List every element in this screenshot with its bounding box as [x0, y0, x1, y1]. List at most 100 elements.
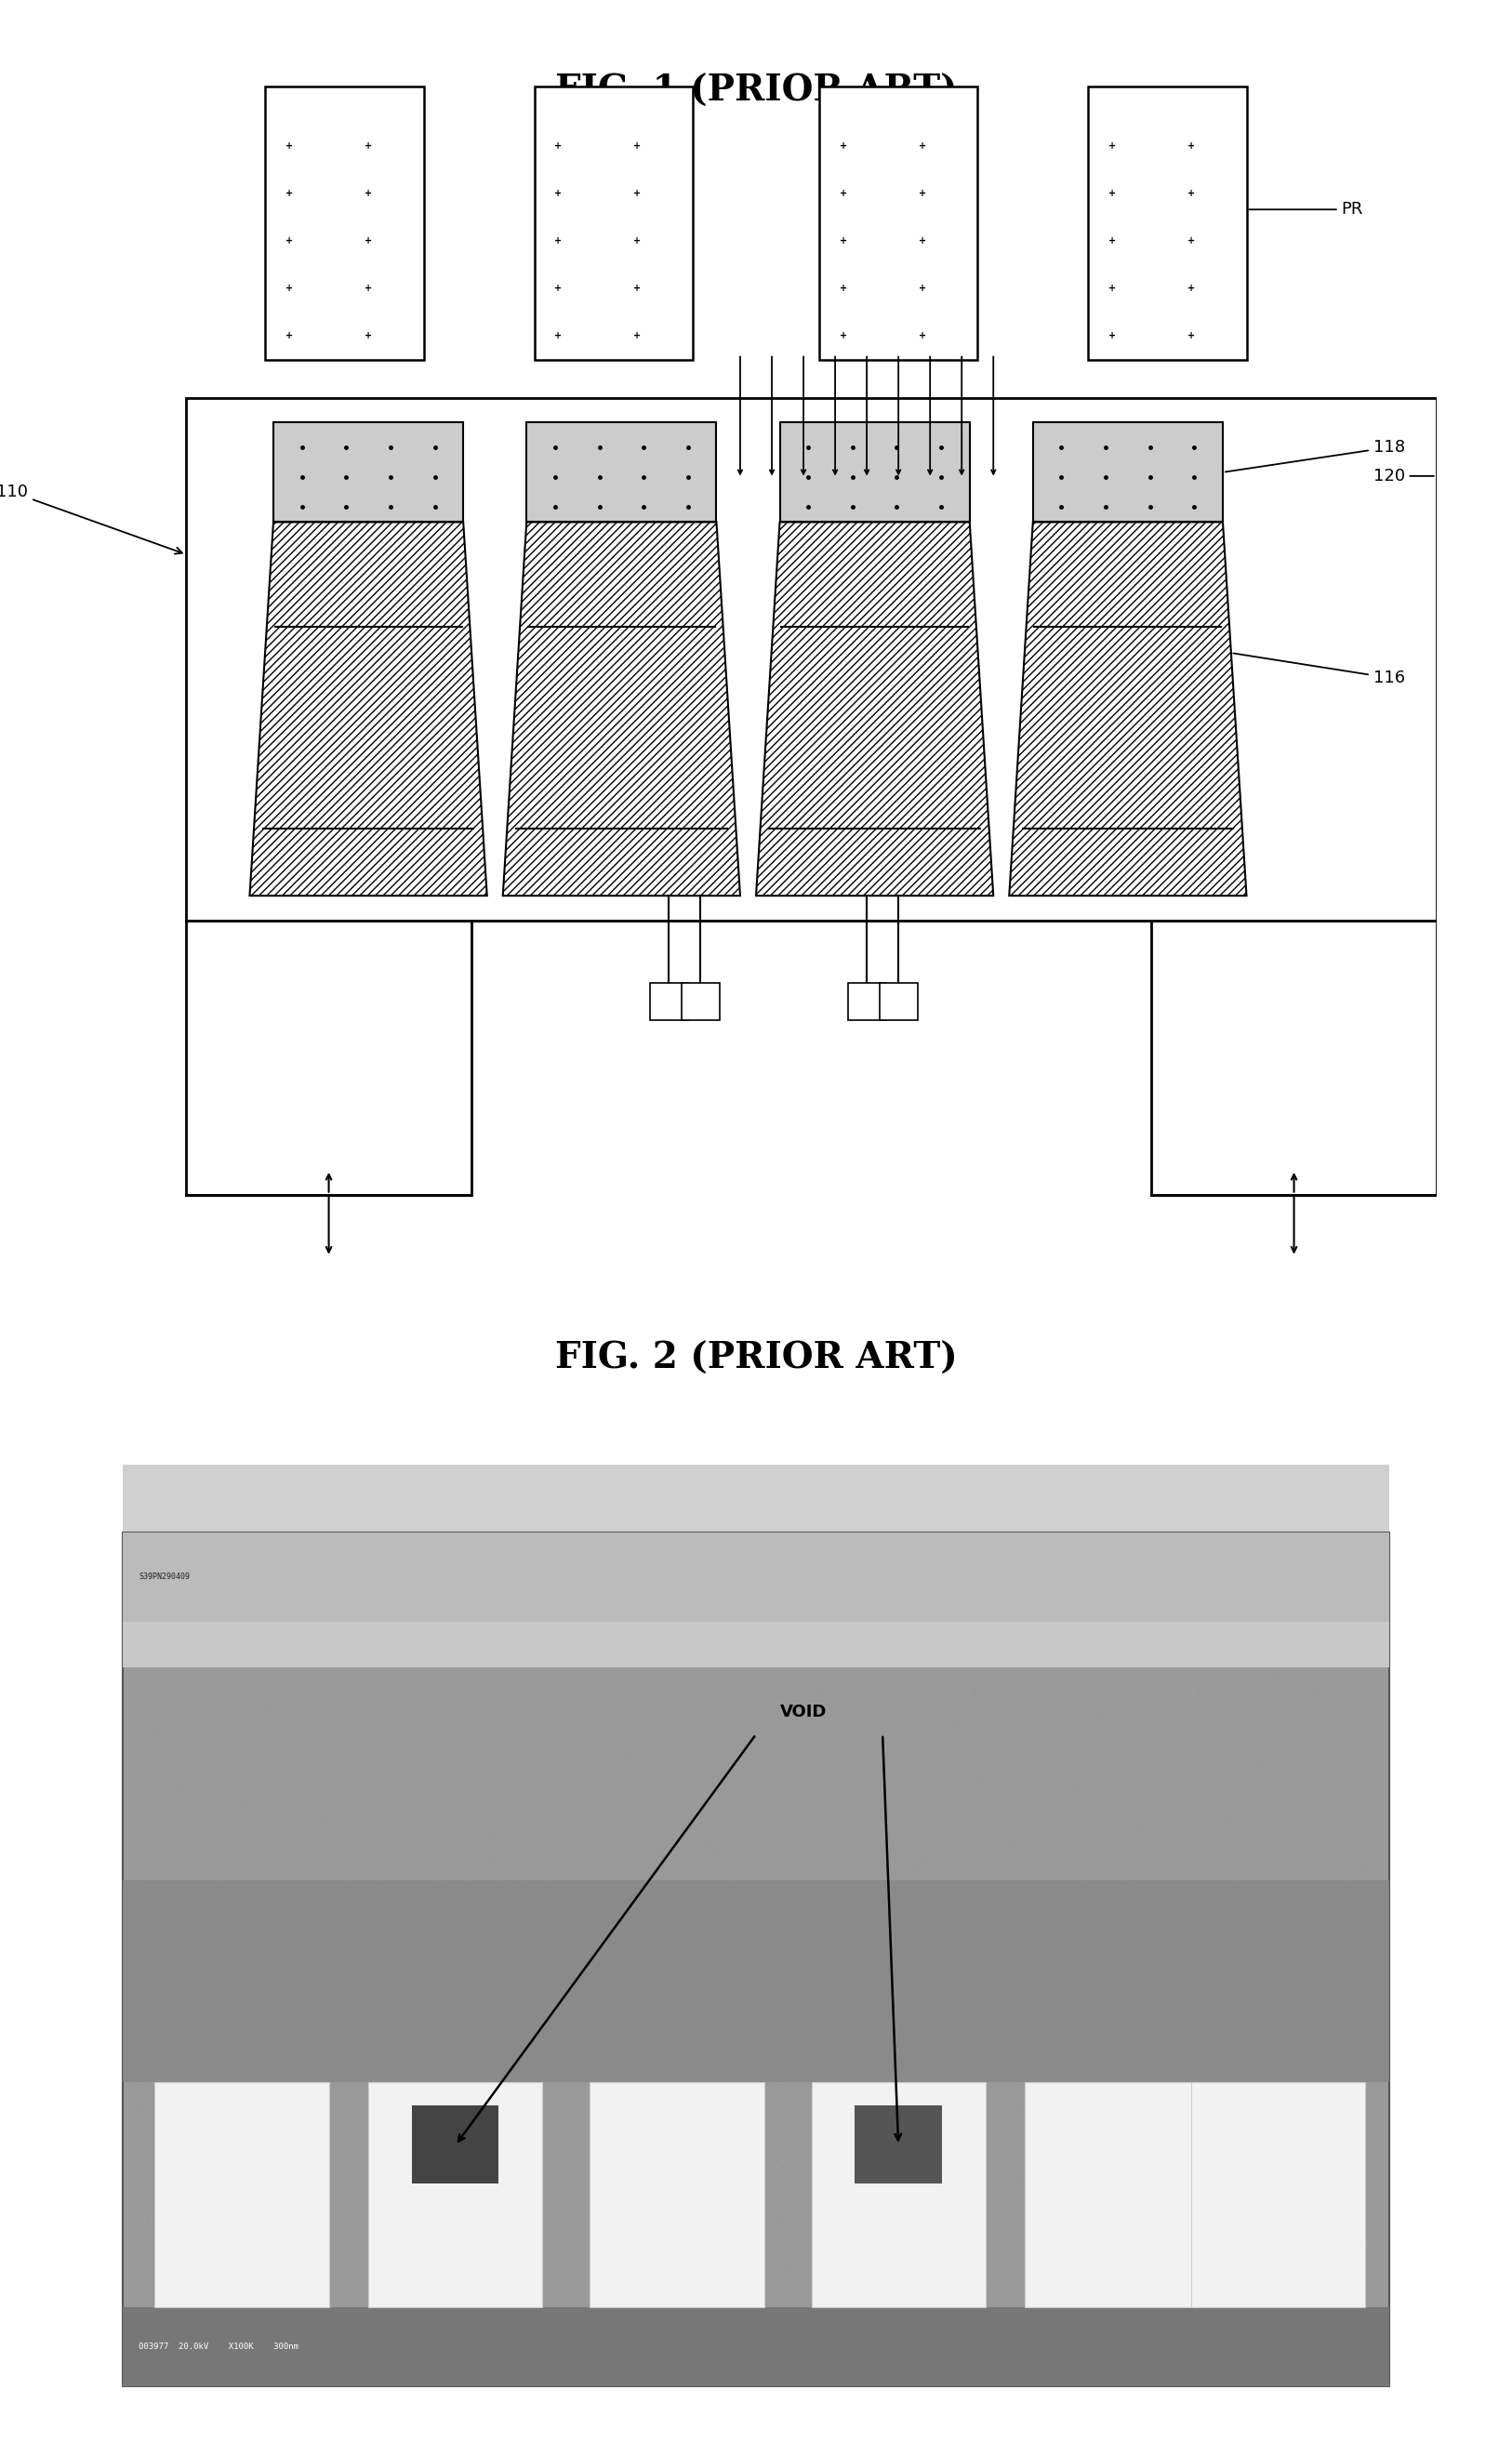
Point: [706, 1834, 730, 1873]
Point: [1104, 2173, 1128, 2212]
Point: [1193, 1778, 1217, 1817]
Point: [912, 2007, 936, 2046]
Point: [1284, 1824, 1308, 1863]
Point: [183, 1604, 207, 1643]
Point: [833, 2083, 857, 2122]
Point: [974, 1873, 998, 1912]
Point: [1043, 2081, 1067, 2120]
Point: [284, 2012, 308, 2051]
Text: +: +: [918, 237, 925, 244]
Point: [662, 1636, 686, 1675]
Point: [544, 1758, 569, 1797]
Point: [147, 1714, 171, 1753]
Point: [962, 1643, 986, 1683]
Point: [253, 1934, 277, 1973]
Point: [885, 1629, 909, 1668]
Point: [854, 1619, 878, 1658]
Point: [720, 2220, 744, 2259]
Point: [1216, 1954, 1240, 1993]
Point: [547, 1863, 572, 1902]
Point: [181, 1937, 206, 1976]
Point: [245, 1726, 269, 1766]
Point: [135, 2010, 159, 2049]
Point: [1275, 2208, 1299, 2247]
Point: [770, 1824, 794, 1863]
Point: [662, 2190, 686, 2230]
Point: [215, 2044, 239, 2083]
Point: [1300, 2161, 1325, 2200]
Point: [355, 1766, 380, 1805]
Point: [1102, 2005, 1126, 2044]
Point: [1176, 1636, 1201, 1675]
Point: [330, 1910, 354, 1949]
Point: [1332, 1932, 1356, 1971]
Point: [367, 1863, 392, 1902]
Point: [776, 2264, 800, 2303]
Point: [959, 2039, 983, 2078]
Point: [513, 1778, 537, 1817]
Point: [736, 1853, 761, 1893]
Point: [665, 1885, 689, 1924]
Point: [151, 1763, 175, 1802]
Point: [1337, 1705, 1361, 1744]
Point: [125, 1822, 150, 1861]
Point: [121, 2151, 145, 2190]
Point: [283, 1844, 307, 1883]
Point: [370, 1890, 395, 1929]
Bar: [122, 1531, 1390, 2386]
Point: [584, 1634, 608, 1673]
Point: [785, 2215, 809, 2254]
Text: +: +: [918, 142, 925, 151]
Point: [311, 2027, 336, 2066]
Point: [717, 1585, 741, 1624]
Point: [124, 1861, 148, 1900]
Point: [1266, 2139, 1290, 2178]
Bar: [534, 85, 692, 359]
Point: [924, 2024, 948, 2063]
Text: +: +: [839, 188, 847, 198]
Point: [747, 1658, 771, 1697]
Point: [689, 1827, 714, 1866]
Point: [475, 2259, 499, 2298]
Point: [748, 1629, 773, 1668]
Point: [881, 1800, 906, 1839]
Point: [321, 1875, 345, 1915]
Text: +: +: [1187, 330, 1194, 339]
Point: [475, 2107, 499, 2147]
Point: [236, 2120, 260, 2159]
Point: [324, 2168, 348, 2208]
Point: [1061, 1665, 1086, 1705]
Point: [1278, 2076, 1302, 2115]
Point: [682, 2154, 706, 2193]
Point: [162, 2222, 186, 2261]
Point: [445, 1949, 469, 1988]
Point: [517, 2173, 541, 2212]
Point: [842, 2093, 866, 2132]
Point: [1356, 1792, 1380, 1832]
Point: [514, 1587, 538, 1626]
Point: [706, 1639, 730, 1678]
Point: [1317, 1653, 1341, 1692]
Point: [1114, 1805, 1139, 1844]
Point: [804, 2002, 829, 2042]
Point: [606, 1546, 631, 1585]
Point: [732, 2208, 756, 2247]
Point: [280, 1646, 304, 1685]
Point: [909, 1883, 933, 1922]
Point: [1004, 1951, 1028, 1990]
Point: [1099, 1797, 1123, 1836]
Point: [676, 2017, 700, 2056]
Point: [438, 2166, 463, 2205]
Point: [667, 1841, 691, 1880]
Point: [274, 2278, 298, 2317]
Point: [1235, 2093, 1259, 2132]
Point: [977, 1927, 1001, 1966]
Point: [366, 1956, 390, 1995]
Point: [747, 2039, 771, 2078]
Point: [1052, 2181, 1077, 2220]
Point: [1299, 1536, 1323, 1575]
Point: [1308, 1578, 1332, 1617]
Point: [593, 1939, 617, 1978]
Point: [1001, 2276, 1025, 2315]
Point: [342, 1722, 366, 1761]
